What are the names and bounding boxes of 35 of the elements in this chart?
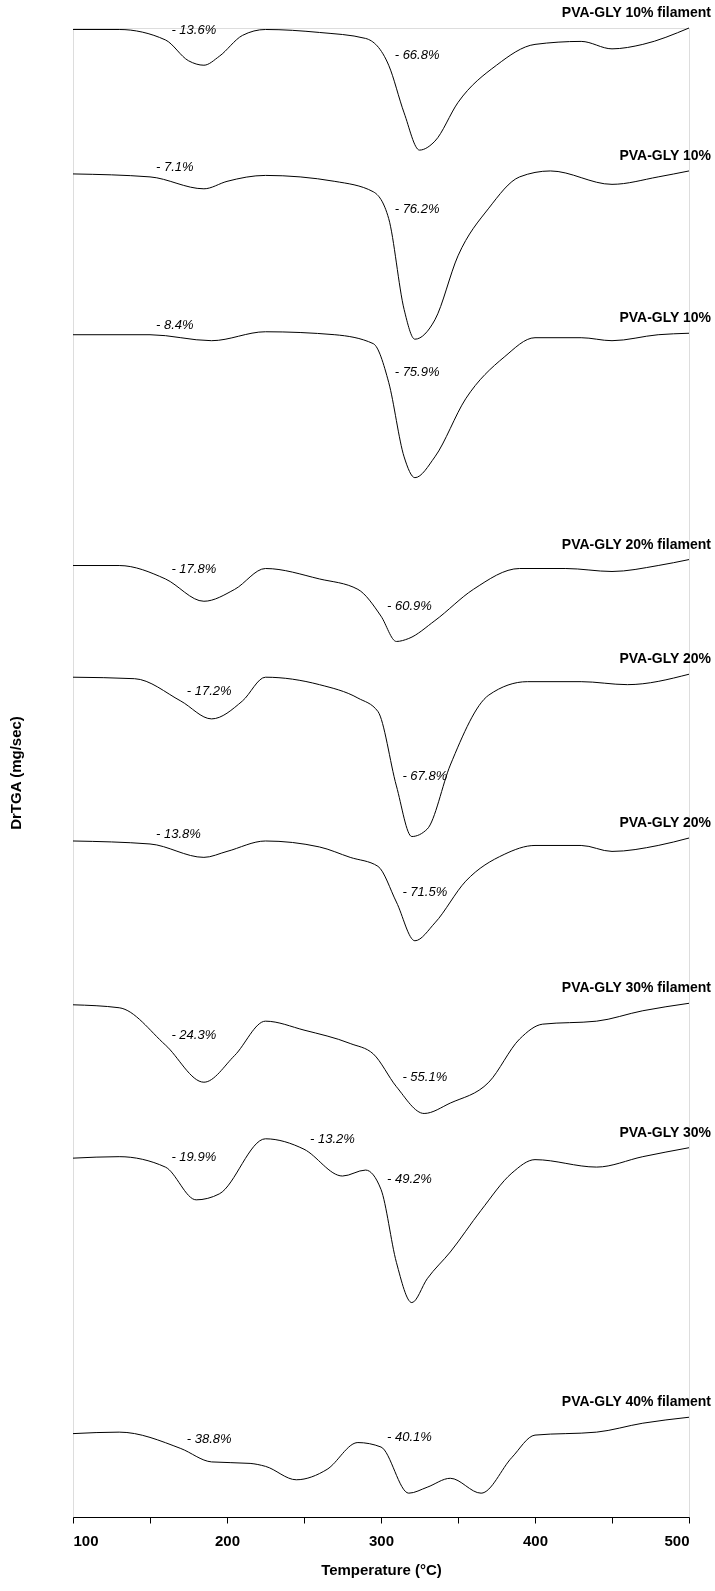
annotation: - 67.8% <box>402 767 448 783</box>
series-label: PVA-GLY 10% filament <box>561 4 712 20</box>
annotation: - 75.9% <box>394 364 440 380</box>
annotation: - 76.2% <box>394 200 440 216</box>
x-tick-label: 200 <box>214 1531 241 1549</box>
x-tick-label: 100 <box>73 1531 99 1549</box>
series-label: PVA-GLY 20% <box>619 814 712 831</box>
annotation: - 60.9% <box>387 598 432 614</box>
series-label: PVA-GLY 10% <box>619 146 712 163</box>
annotation: - 17.2% <box>186 683 232 699</box>
series-label: PVA-GLY 30% filament <box>561 979 712 996</box>
annotation: - 49.2% <box>387 1171 432 1187</box>
x-tick-label: 300 <box>368 1531 395 1549</box>
annotation: - 55.1% <box>402 1068 448 1084</box>
annotation: - 38.8% <box>186 1430 232 1446</box>
annotation: - 17.8% <box>171 560 217 576</box>
y-axis-title: DrTGA (mg/sec) <box>6 716 24 830</box>
annotation: - 13.6% <box>171 21 217 37</box>
x-tick-label: 400 <box>522 1531 549 1549</box>
annotation: - 66.8% <box>394 47 440 63</box>
series-label: PVA-GLY 20% filament <box>561 535 712 552</box>
annotation: - 24.3% <box>171 1026 217 1042</box>
annotation: - 19.9% <box>171 1149 217 1165</box>
annotation: - 13.2% <box>310 1131 355 1147</box>
series-label: PVA-GLY 40% filament <box>561 1393 712 1410</box>
annotation: - 13.8% <box>156 825 201 841</box>
annotation: - 40.1% <box>387 1429 432 1445</box>
x-axis-title: Temperature (°C) <box>321 1560 442 1578</box>
annotation: - 8.4% <box>156 316 194 332</box>
annotation: - 7.1% <box>156 158 194 174</box>
annotation: - 71.5% <box>402 884 448 900</box>
x-tick-label: 500 <box>664 1531 690 1549</box>
series-label: PVA-GLY 30% <box>619 1123 712 1140</box>
series-label: PVA-GLY 20% <box>619 650 712 667</box>
series-label: PVA-GLY 10% <box>619 309 712 326</box>
